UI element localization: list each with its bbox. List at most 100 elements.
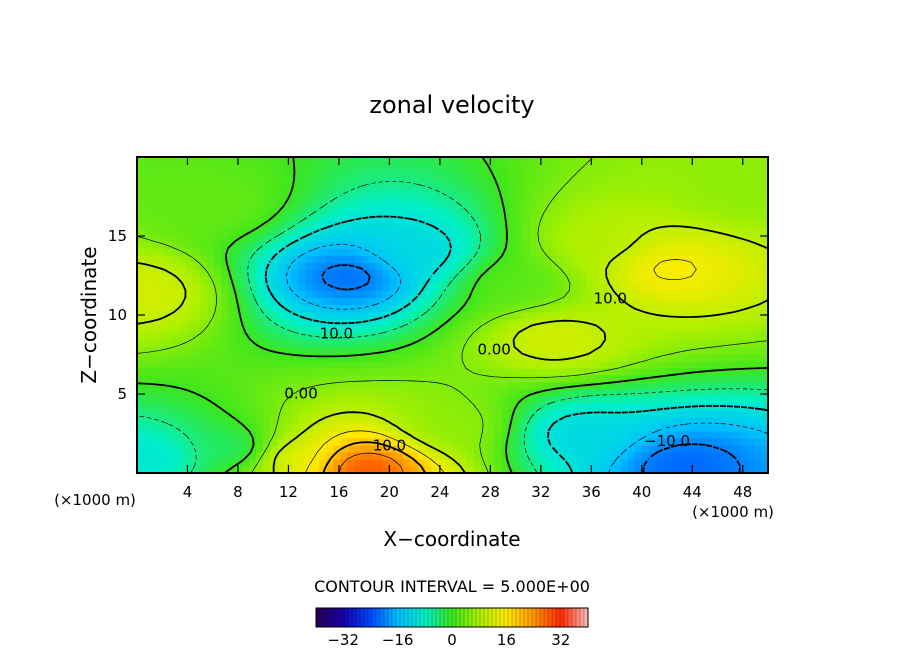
field-cell xyxy=(501,374,510,383)
field-cell xyxy=(508,423,517,432)
field-cell xyxy=(256,185,264,193)
field-cell xyxy=(676,227,685,235)
field-cell xyxy=(739,269,748,277)
field-cell xyxy=(536,311,545,320)
field-cell xyxy=(249,325,257,334)
field-cell xyxy=(536,360,545,369)
field-cell xyxy=(662,199,671,207)
field-cell xyxy=(662,402,671,411)
field-cell xyxy=(165,255,173,263)
field-cell xyxy=(571,444,580,453)
field-cell xyxy=(277,346,285,355)
field-cell xyxy=(578,423,587,432)
field-cell xyxy=(368,171,376,179)
field-cell xyxy=(312,395,320,404)
field-cell xyxy=(228,437,236,446)
field-cell xyxy=(382,318,390,327)
field-cell xyxy=(200,402,208,411)
colorbar-swatch xyxy=(384,608,389,627)
field-cell xyxy=(165,157,173,165)
field-cell xyxy=(151,346,159,355)
field-cell xyxy=(368,360,376,369)
y-tick-label: 15 xyxy=(108,227,127,245)
field-cell xyxy=(725,297,734,306)
field-cell xyxy=(557,402,566,411)
field-cell xyxy=(228,360,236,369)
field-cell xyxy=(732,171,741,179)
field-cell xyxy=(599,388,608,397)
field-cell xyxy=(494,423,503,432)
field-cell xyxy=(256,213,264,221)
field-cell xyxy=(326,367,334,376)
field-cell xyxy=(284,269,292,277)
field-cell xyxy=(424,416,433,425)
field-cell xyxy=(508,220,517,228)
field-cell xyxy=(165,297,173,306)
field-cell xyxy=(613,234,622,242)
field-cell xyxy=(235,164,243,172)
field-cell xyxy=(732,388,741,397)
field-cell xyxy=(284,416,292,425)
field-cell xyxy=(249,248,257,256)
field-cell xyxy=(473,234,482,242)
field-cell xyxy=(424,325,433,334)
field-cell xyxy=(235,346,243,355)
field-cell xyxy=(326,353,334,362)
field-cell xyxy=(298,339,306,348)
field-cell xyxy=(641,248,650,256)
field-cell xyxy=(487,164,496,172)
field-cell xyxy=(305,178,313,186)
field-cell xyxy=(445,311,454,320)
field-cell xyxy=(200,381,208,390)
field-cell xyxy=(235,430,243,439)
field-cell xyxy=(508,430,517,439)
field-cell xyxy=(263,241,271,249)
field-cell xyxy=(641,332,650,341)
field-cell xyxy=(557,374,566,383)
field-cell xyxy=(620,339,629,348)
field-cell xyxy=(627,437,636,446)
colorbar-swatch xyxy=(376,608,381,627)
field-cell xyxy=(718,423,727,432)
field-cell xyxy=(473,269,482,277)
field-cell xyxy=(403,402,412,411)
field-cell xyxy=(732,325,741,334)
field-cell xyxy=(592,458,601,467)
field-cell xyxy=(704,255,713,263)
field-cell xyxy=(515,171,524,179)
field-cell xyxy=(228,346,236,355)
field-cell xyxy=(725,199,734,207)
field-cell xyxy=(242,297,250,306)
field-cell xyxy=(144,227,152,235)
field-cell xyxy=(515,458,524,467)
field-cell xyxy=(284,367,292,376)
field-cell xyxy=(480,388,489,397)
field-cell xyxy=(424,318,433,327)
field-cell xyxy=(375,241,383,249)
field-cell xyxy=(312,185,320,193)
field-cell xyxy=(592,395,601,404)
field-cell xyxy=(368,297,376,306)
field-cell xyxy=(256,339,264,348)
field-cell xyxy=(445,304,454,313)
field-cell xyxy=(606,255,615,263)
field-cell xyxy=(242,353,250,362)
field-cell xyxy=(137,465,145,473)
field-cell xyxy=(571,283,580,292)
field-cell xyxy=(368,185,376,193)
field-cell xyxy=(284,346,292,355)
field-cell xyxy=(557,367,566,376)
field-cell xyxy=(340,374,348,383)
field-cell xyxy=(417,283,426,292)
field-cell xyxy=(333,451,341,460)
field-cell xyxy=(319,297,327,306)
field-cell xyxy=(494,332,503,341)
field-cell xyxy=(200,269,208,277)
field-cell xyxy=(676,325,685,334)
field-cell xyxy=(578,332,587,341)
field-cell xyxy=(410,388,419,397)
field-cell xyxy=(228,269,236,277)
field-cell xyxy=(214,423,222,432)
field-cell xyxy=(641,318,650,327)
field-cell xyxy=(627,178,636,186)
